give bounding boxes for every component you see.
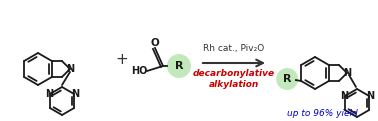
Text: Rh cat., Piv₂O: Rh cat., Piv₂O — [203, 44, 265, 53]
Circle shape — [276, 68, 298, 90]
Text: N: N — [340, 91, 348, 101]
Text: N: N — [344, 68, 352, 78]
Text: +: + — [116, 52, 129, 67]
Text: R: R — [175, 61, 183, 71]
Text: up to 96% yield: up to 96% yield — [287, 109, 357, 117]
Circle shape — [167, 54, 191, 78]
Text: N: N — [366, 91, 374, 101]
Text: N: N — [71, 89, 79, 99]
Text: decarbonylative
alkylation: decarbonylative alkylation — [193, 69, 275, 89]
Text: O: O — [150, 38, 160, 48]
Text: N: N — [45, 89, 53, 99]
Text: HO: HO — [131, 66, 147, 76]
Text: R: R — [283, 74, 291, 84]
Text: N: N — [67, 64, 74, 74]
